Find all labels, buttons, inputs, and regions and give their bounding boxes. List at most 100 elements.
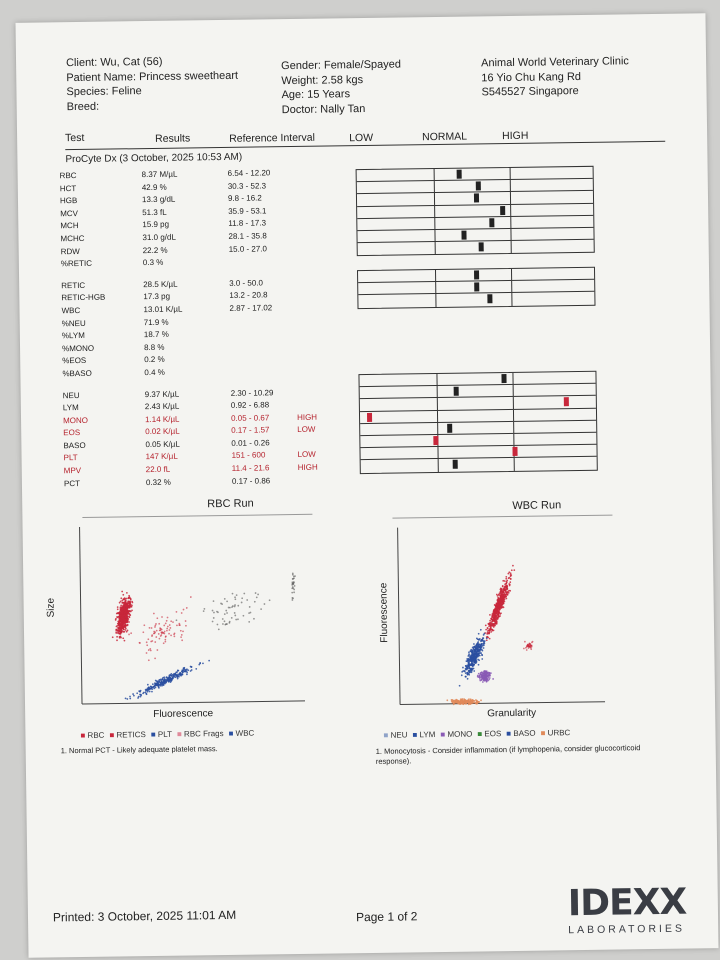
legend-entry: ■ URBC [541, 728, 571, 737]
range-marker [474, 282, 480, 292]
result-value: 0.02 K/µL [145, 426, 180, 437]
result-flag [296, 327, 336, 340]
range-marker [473, 193, 479, 203]
scatter-point [484, 672, 486, 675]
scatter-point [496, 602, 499, 605]
scatter-point [485, 637, 488, 640]
scatter-point [116, 639, 118, 642]
scatter-point [149, 647, 152, 650]
scatter-point [473, 657, 476, 660]
scatter-point [154, 657, 156, 660]
scatter-point [147, 686, 150, 689]
scatter-point [211, 609, 214, 612]
scatter-point [243, 592, 246, 595]
scatter-point [168, 680, 171, 682]
scatter-point [491, 624, 494, 627]
result-reference [230, 340, 296, 354]
scatter-point [478, 653, 480, 655]
patient-name-line: Patient Name: Princess sweetheart [66, 69, 239, 84]
scatter-point [154, 641, 157, 643]
scatter-point [467, 699, 469, 702]
scatter-point [495, 593, 498, 596]
scatter-point [475, 644, 478, 647]
scatter-point [124, 618, 127, 621]
result-reference: 11.4 - 21.6 [231, 463, 270, 473]
scatter-point [488, 623, 491, 625]
scatter-point [211, 620, 214, 623]
scatter-point [466, 677, 469, 680]
scatter-point [185, 670, 188, 673]
scatter-point [213, 611, 215, 614]
scatter-point [121, 590, 124, 593]
scatter-point [485, 628, 488, 631]
scatter-point [500, 597, 503, 600]
result-value: 18.7 % [143, 329, 169, 340]
scatter-point [502, 606, 505, 609]
scatter-point [151, 688, 154, 691]
scatter-point [129, 697, 132, 700]
scatter-point [509, 575, 512, 578]
scatter-point [164, 638, 167, 641]
scatter-point [505, 582, 507, 585]
scatter-point [123, 614, 126, 617]
scatter-point [172, 621, 174, 624]
scatter-point [478, 638, 481, 640]
scatter-point [481, 678, 484, 680]
scatter-point [119, 628, 122, 631]
scatter-point [486, 678, 489, 681]
scatter-point [118, 625, 121, 628]
scatter-point [156, 649, 159, 651]
scatter-point [486, 627, 489, 629]
scatter-point [291, 591, 294, 594]
scatter-point [179, 629, 182, 632]
scatter-point [162, 684, 165, 686]
scatter-point [125, 604, 128, 607]
result-test-name: BASO [63, 440, 86, 451]
result-flag [297, 399, 337, 412]
scatter-point [484, 678, 486, 681]
legend-label: RETICS [116, 730, 146, 740]
col-test: Test [65, 131, 85, 145]
result-test-name: %RETIC [60, 258, 93, 269]
scatter-point [143, 624, 146, 627]
scatter-point [182, 669, 185, 671]
scatter-point [492, 626, 495, 628]
scatter-point [152, 612, 155, 615]
scatter-point [469, 650, 472, 652]
scatter-point [177, 673, 179, 676]
scatter-point [226, 623, 228, 625]
scatter-point [127, 615, 129, 618]
scatter-point [122, 620, 125, 622]
scatter-point [123, 620, 126, 623]
scatter-point [293, 591, 295, 594]
scatter-point [121, 606, 123, 609]
legend-entry: ■ PLT [151, 730, 172, 739]
scatter-point [460, 701, 463, 704]
weight-line: Weight: 2.58 kgs [281, 73, 364, 87]
scatter-point [118, 627, 121, 629]
scatter-point [185, 624, 187, 627]
scatter-point [496, 608, 498, 610]
scatter-point [124, 602, 127, 605]
scatter-point [208, 659, 211, 662]
scatter-point [508, 589, 510, 592]
scatter-point [482, 647, 485, 649]
scatter-point [118, 620, 121, 622]
scatter-point [488, 677, 491, 679]
scatter-point [504, 588, 506, 591]
scatter-point [463, 701, 466, 704]
scatter-point [129, 695, 131, 698]
legend-entry: ■ RBC [80, 731, 104, 740]
scatter-point [497, 596, 500, 599]
scatter-point [199, 662, 202, 665]
result-value: 0.4 % [144, 367, 165, 378]
scatter-point [123, 598, 126, 601]
scatter-point [479, 645, 482, 647]
scatter-point [126, 602, 129, 605]
result-flag [294, 217, 334, 230]
legend-entry: ■ WBC [229, 729, 255, 738]
scatter-point [291, 599, 294, 601]
range-marker [367, 412, 373, 422]
scatter-point [148, 690, 151, 693]
scatter-point [483, 644, 485, 647]
